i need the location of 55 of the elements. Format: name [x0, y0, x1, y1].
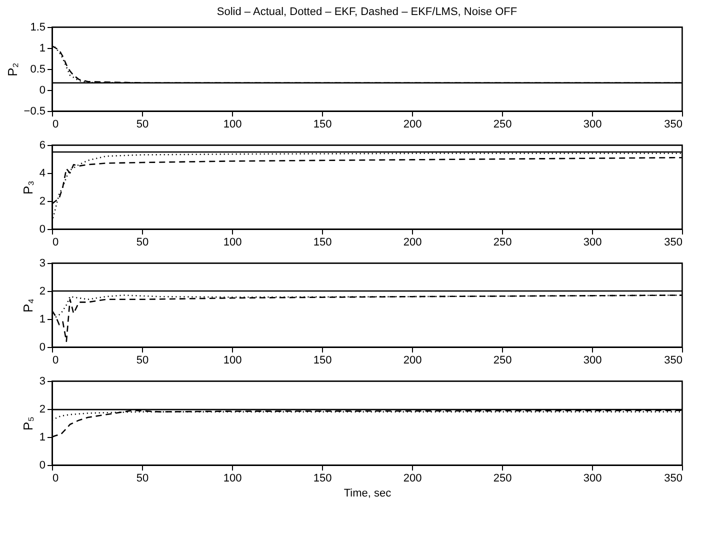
y-tick-label: 6 — [39, 140, 46, 152]
y-tick-label: 0 — [39, 84, 46, 96]
y-tick-label: 0 — [39, 460, 46, 472]
y-tick-label: 3 — [39, 376, 46, 388]
x-axis-title: Time, sec — [344, 488, 392, 500]
x-tick-label: 350 — [664, 236, 682, 248]
y-tick-label: −0.5 — [24, 106, 46, 118]
x-tick-label: 200 — [403, 236, 422, 248]
x-tick-label: 200 — [403, 472, 422, 484]
x-tick-label: 250 — [493, 354, 512, 366]
x-tick-label: 50 — [136, 236, 149, 248]
y-tick-label: 1.5 — [30, 22, 46, 34]
x-tick-label: 150 — [313, 472, 332, 484]
x-tick-label: 250 — [493, 472, 512, 484]
y-tick-label: 3 — [39, 258, 46, 270]
y-tick-label: 0 — [39, 224, 46, 236]
x-tick-label: 150 — [313, 118, 332, 130]
x-tick-label: 350 — [664, 354, 682, 366]
x-tick-label: 250 — [493, 236, 512, 248]
x-tick-label: 150 — [313, 236, 332, 248]
x-tick-label: 50 — [136, 472, 149, 484]
x-tick-label: 150 — [313, 354, 332, 366]
y-tick-label: 0.5 — [30, 64, 46, 76]
x-tick-label: 100 — [223, 354, 242, 366]
x-tick-label: 350 — [664, 472, 682, 484]
x-tick-label: 100 — [223, 236, 242, 248]
x-tick-label: 300 — [583, 236, 602, 248]
x-tick-label: 200 — [403, 354, 422, 366]
chart-title: Solid – Actual, Dotted – EKF, Dashed – EKF/LMS, Noise OFF — [216, 6, 518, 18]
x-tick-label: 0 — [52, 118, 59, 130]
x-tick-label: 350 — [664, 118, 682, 130]
y-axis-title: P₂ — [4, 62, 20, 76]
x-tick-label: 250 — [493, 118, 512, 130]
x-tick-label: 0 — [52, 236, 59, 248]
y-axis-title: P₅ — [20, 416, 36, 430]
x-tick-label: 50 — [136, 354, 149, 366]
x-tick-label: 200 — [403, 118, 422, 130]
y-tick-label: 2 — [39, 404, 46, 416]
x-tick-label: 50 — [136, 118, 149, 130]
y-axis-title: P₄ — [20, 298, 36, 312]
y-tick-label: 4 — [39, 168, 46, 180]
y-tick-label: 1 — [39, 432, 46, 444]
x-tick-label: 100 — [223, 118, 242, 130]
x-tick-label: 300 — [583, 354, 602, 366]
y-tick-label: 2 — [39, 286, 46, 298]
y-axis-title: P₃ — [20, 180, 36, 194]
y-tick-label: 1 — [39, 42, 46, 54]
x-tick-label: 0 — [52, 354, 59, 366]
y-tick-label: 0 — [39, 342, 46, 354]
y-tick-label: 2 — [39, 196, 46, 208]
x-tick-label: 100 — [223, 472, 242, 484]
x-tick-label: 300 — [583, 118, 602, 130]
x-tick-label: 0 — [52, 472, 59, 484]
x-tick-label: 300 — [583, 472, 602, 484]
y-tick-label: 1 — [39, 314, 46, 326]
